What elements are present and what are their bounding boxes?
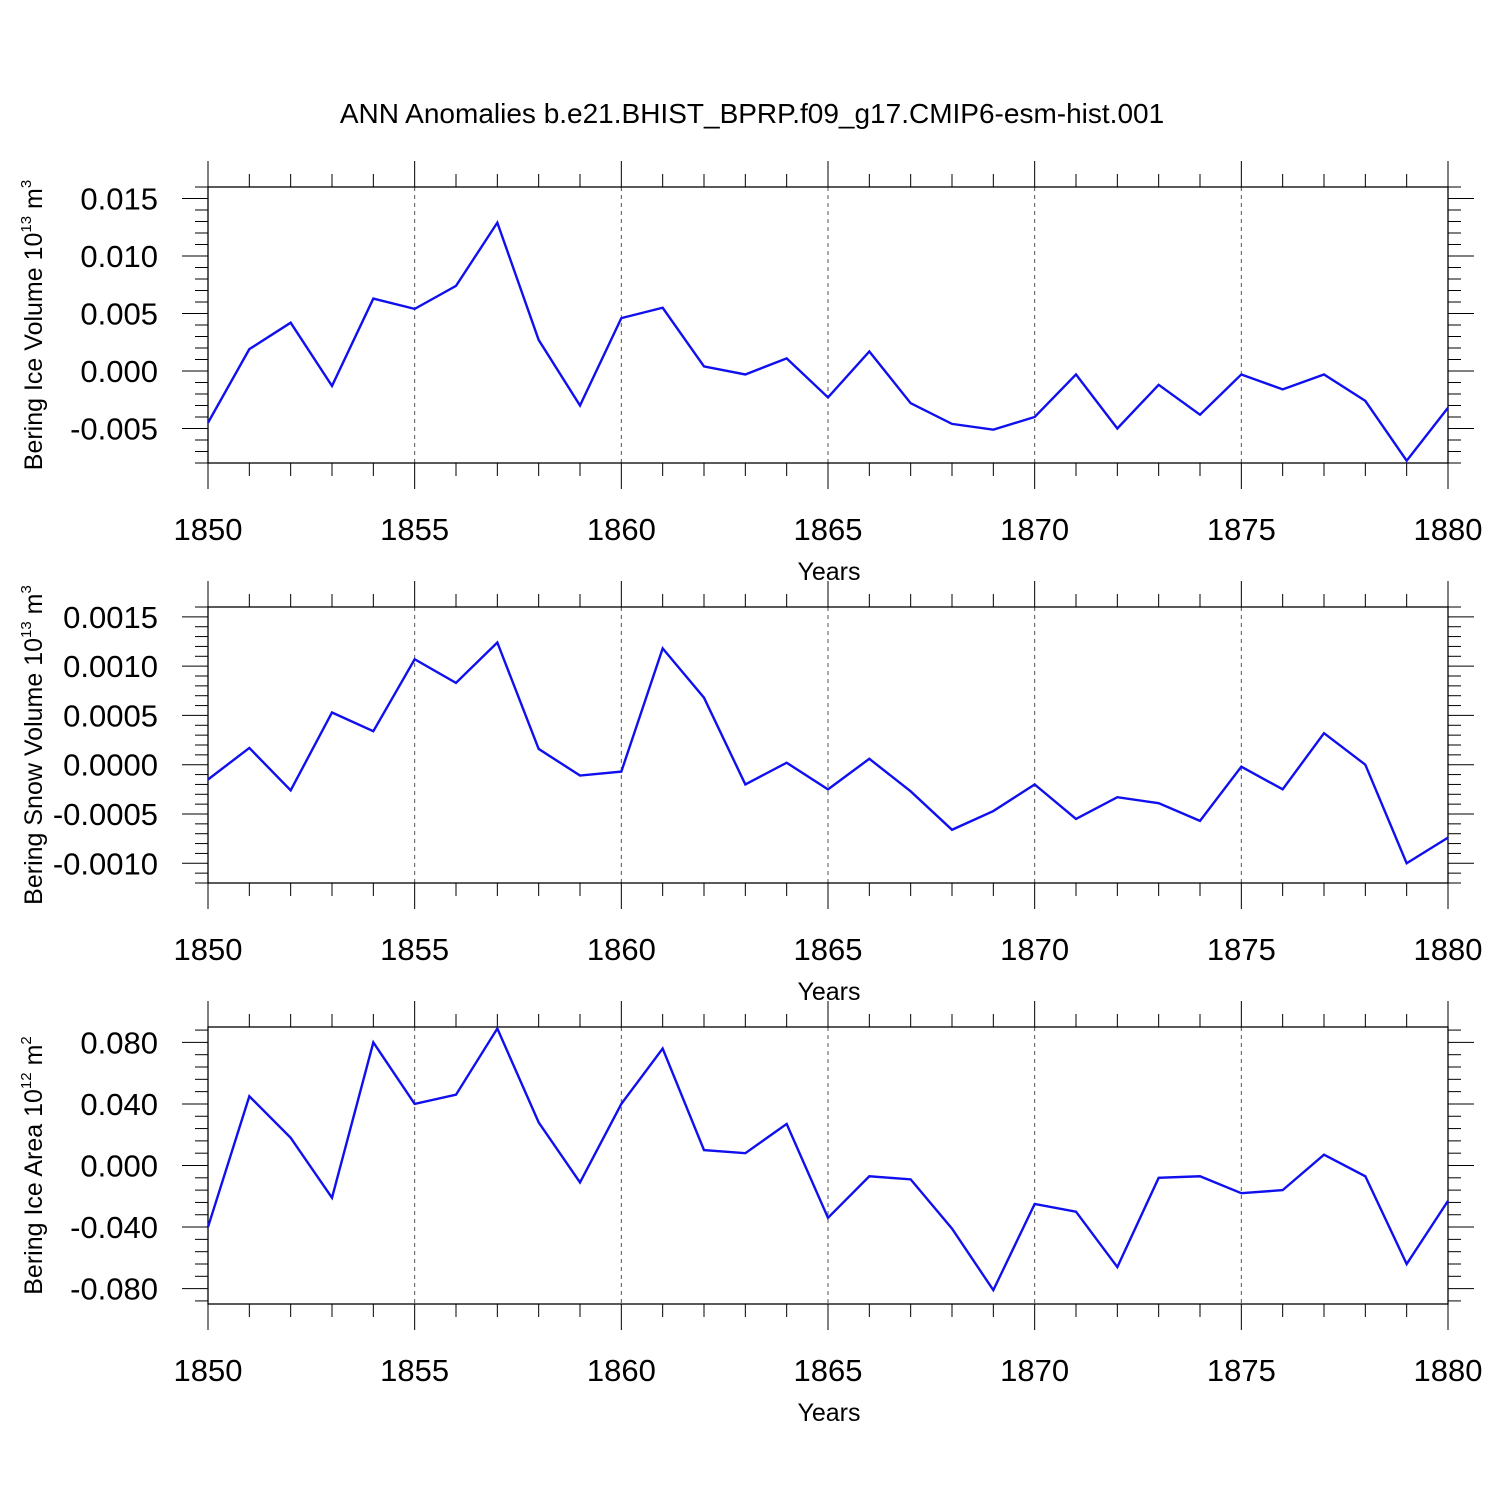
x-tick-label: 1875 bbox=[1207, 932, 1276, 967]
y-tick-label: 0.0015 bbox=[63, 600, 158, 635]
x-tick-label: 1850 bbox=[174, 932, 243, 967]
y-axis-label-superscript: 13 bbox=[18, 216, 35, 233]
y-axis-label: Bering Snow Volume 1013 m3 bbox=[18, 585, 48, 905]
figure-title: ANN Anomalies b.e21.BHIST_BPRP.f09_g17.C… bbox=[340, 98, 1164, 129]
y-tick-label: 0.0010 bbox=[63, 649, 158, 684]
y-axis-label-text: m bbox=[20, 188, 48, 216]
y-tick-label: -0.080 bbox=[70, 1272, 158, 1307]
x-tick-label: 1880 bbox=[1414, 932, 1483, 967]
y-axis-label-text: Bering Ice Area 10 bbox=[20, 1089, 48, 1295]
x-axis-label: Years bbox=[797, 978, 860, 1006]
y-axis-label: Bering Ice Volume 1013 m3 bbox=[18, 180, 48, 470]
y-axis-label-superscript: 12 bbox=[18, 1072, 35, 1089]
y-axis-label-superscript: 3 bbox=[18, 180, 35, 188]
x-tick-label: 1865 bbox=[794, 1353, 863, 1388]
x-tick-label: 1880 bbox=[1414, 1353, 1483, 1388]
y-axis-label: Bering Ice Area 1012 m2 bbox=[18, 1036, 48, 1295]
x-tick-label: 1850 bbox=[174, 1353, 243, 1388]
y-tick-label: -0.005 bbox=[70, 412, 158, 447]
x-tick-label: 1875 bbox=[1207, 512, 1276, 547]
x-tick-label: 1850 bbox=[174, 512, 243, 547]
y-axis-label-superscript: 3 bbox=[18, 585, 35, 593]
y-axis-label-superscript: 2 bbox=[18, 1036, 35, 1044]
x-tick-label: 1865 bbox=[794, 512, 863, 547]
panel-3: -0.080 -0.040 0.000 0.040 0.080 1850 1855 1860 1… bbox=[18, 1001, 1482, 1427]
x-tick-label: 1855 bbox=[380, 512, 449, 547]
y-tick-label: 0.010 bbox=[80, 239, 158, 274]
y-tick-label: 0.015 bbox=[80, 182, 158, 217]
y-axis-label-text: Bering Ice Volume 10 bbox=[20, 233, 48, 471]
series-line bbox=[206, 219, 1449, 463]
panel-1: -0.005 0.000 0.005 0.010 0.015 1850 1855 1860 18… bbox=[18, 161, 1482, 586]
x-tick-label: 1870 bbox=[1000, 932, 1069, 967]
y-tick-label: 0.040 bbox=[80, 1087, 158, 1122]
y-axis-label-superscript: 13 bbox=[18, 621, 35, 638]
x-tick-label: 1860 bbox=[587, 1353, 656, 1388]
y-tick-label: 0.0005 bbox=[63, 698, 158, 733]
panel-2: -0.0010 -0.0005 0.0000 0.0005 0.0010 0.0015 18… bbox=[18, 581, 1482, 1006]
x-axis-label: Years bbox=[797, 558, 860, 586]
y-tick-label: 0.000 bbox=[80, 354, 158, 389]
y-tick-label: 0.080 bbox=[80, 1025, 158, 1060]
y-tick-label: -0.0005 bbox=[53, 797, 158, 832]
x-tick-label: 1875 bbox=[1207, 1353, 1276, 1388]
y-tick-label: -0.0010 bbox=[53, 846, 158, 881]
y-axis-label-text: m bbox=[20, 1045, 48, 1073]
x-tick-label: 1860 bbox=[587, 512, 656, 547]
y-tick-label: 0.0000 bbox=[63, 748, 158, 783]
x-tick-label: 1865 bbox=[794, 932, 863, 967]
series-line bbox=[207, 640, 1449, 866]
x-tick-label: 1855 bbox=[380, 1353, 449, 1388]
x-tick-label: 1870 bbox=[1000, 512, 1069, 547]
x-tick-label: 1870 bbox=[1000, 1353, 1069, 1388]
x-tick-label: 1855 bbox=[380, 932, 449, 967]
y-tick-label: -0.040 bbox=[70, 1210, 158, 1245]
y-tick-label: 0.000 bbox=[80, 1149, 158, 1184]
x-tick-label: 1880 bbox=[1414, 512, 1483, 547]
y-tick-label: 0.005 bbox=[80, 297, 158, 332]
x-axis-label: Years bbox=[797, 1399, 860, 1427]
x-tick-label: 1860 bbox=[587, 932, 656, 967]
y-axis-label-text: m bbox=[20, 594, 48, 622]
series-line bbox=[206, 1025, 1450, 1293]
y-axis-label-text: Bering Snow Volume 10 bbox=[20, 638, 48, 905]
